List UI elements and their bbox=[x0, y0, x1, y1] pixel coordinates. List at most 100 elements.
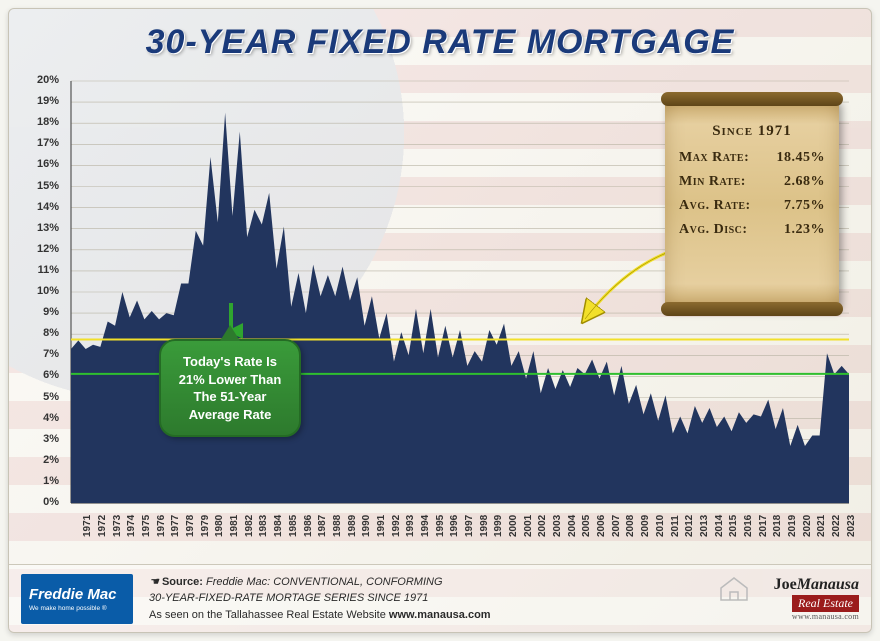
x-tick-label: 2007 bbox=[611, 497, 622, 537]
x-tick-label: 2015 bbox=[728, 497, 739, 537]
stats-row: Max Rate: 18.45% bbox=[675, 150, 829, 166]
source-block: ☚ Source: Freddie Mac: CONVENTIONAL, CON… bbox=[149, 574, 719, 624]
brand-re: Real Estate bbox=[792, 595, 859, 612]
x-tick-label: 2012 bbox=[684, 497, 695, 537]
x-tick-label: 1984 bbox=[273, 497, 284, 537]
y-tick-label: 11% bbox=[25, 264, 59, 276]
stats-value: 1.23% bbox=[784, 222, 825, 238]
x-tick-label: 1990 bbox=[361, 497, 372, 537]
x-tick-label: 1973 bbox=[112, 497, 123, 537]
x-tick-label: 2005 bbox=[581, 497, 592, 537]
x-tick-label: 1982 bbox=[244, 497, 255, 537]
stats-value: 18.45% bbox=[777, 150, 826, 166]
source-line3a: As seen on the Tallahassee Real Estate W… bbox=[149, 609, 389, 621]
source-line1: Freddie Mac: CONVENTIONAL, CONFORMING bbox=[206, 576, 443, 588]
stats-row: Avg. Rate: 7.75% bbox=[675, 198, 829, 214]
x-tick-label: 2008 bbox=[625, 497, 636, 537]
source-line2: 30-YEAR-FIXED-RATE MORTAGE SERIES SINCE … bbox=[149, 592, 428, 604]
y-tick-label: 16% bbox=[25, 158, 59, 170]
x-tick-label: 2001 bbox=[523, 497, 534, 537]
x-tick-label: 2022 bbox=[831, 497, 842, 537]
y-tick-label: 4% bbox=[25, 412, 59, 424]
x-tick-label: 2014 bbox=[714, 497, 725, 537]
freddie-mac-logo: Freddie Mac We make home possible ® bbox=[21, 574, 133, 624]
x-tick-label: 1979 bbox=[200, 497, 211, 537]
stats-header: Since 1971 bbox=[675, 123, 829, 140]
x-tick-label: 1997 bbox=[464, 497, 475, 537]
y-tick-label: 9% bbox=[25, 306, 59, 318]
y-tick-label: 17% bbox=[25, 137, 59, 149]
callout-line4: Average Rate bbox=[189, 407, 272, 422]
callout-line1: Today's Rate Is bbox=[183, 354, 277, 369]
x-tick-label: 2000 bbox=[508, 497, 519, 537]
brand-last: Manausa bbox=[797, 576, 859, 593]
stats-row: Min Rate: 2.68% bbox=[675, 174, 829, 190]
x-tick-label: 1985 bbox=[288, 497, 299, 537]
x-tick-label: 2021 bbox=[816, 497, 827, 537]
x-tick-label: 2023 bbox=[846, 497, 857, 537]
x-tick-label: 1971 bbox=[82, 497, 93, 537]
x-tick-label: 2009 bbox=[640, 497, 651, 537]
chart-title: 30-YEAR FIXED RATE MORTGAGE bbox=[9, 23, 871, 62]
y-tick-label: 12% bbox=[25, 243, 59, 255]
rate-callout: Today's Rate Is 21% Lower Than The 51-Ye… bbox=[159, 339, 301, 437]
y-tick-label: 13% bbox=[25, 222, 59, 234]
callout-line2: 21% Lower Than bbox=[179, 372, 282, 387]
x-tick-label: 1975 bbox=[141, 497, 152, 537]
x-tick-label: 2004 bbox=[567, 497, 578, 537]
x-tick-label: 2006 bbox=[596, 497, 607, 537]
x-tick-label: 2002 bbox=[537, 497, 548, 537]
x-tick-label: 1999 bbox=[493, 497, 504, 537]
x-tick-label: 1980 bbox=[214, 497, 225, 537]
y-tick-label: 0% bbox=[25, 496, 59, 508]
source-label: Source: bbox=[162, 576, 203, 588]
x-tick-label: 2018 bbox=[772, 497, 783, 537]
x-tick-label: 1989 bbox=[347, 497, 358, 537]
freddie-name: Freddie Mac bbox=[29, 586, 125, 603]
x-tick-label: 1978 bbox=[185, 497, 196, 537]
x-tick-label: 1977 bbox=[170, 497, 181, 537]
callout-line3: The 51-Year bbox=[194, 389, 267, 404]
x-tick-label: 1987 bbox=[317, 497, 328, 537]
stats-value: 2.68% bbox=[784, 174, 825, 190]
x-tick-label: 2016 bbox=[743, 497, 754, 537]
x-tick-label: 1993 bbox=[405, 497, 416, 537]
y-tick-label: 3% bbox=[25, 433, 59, 445]
house-icon bbox=[717, 574, 751, 602]
x-tick-label: 2003 bbox=[552, 497, 563, 537]
stats-row: Avg. Disc:1.23% bbox=[675, 222, 829, 238]
x-tick-label: 1976 bbox=[156, 497, 167, 537]
x-tick-label: 1996 bbox=[449, 497, 460, 537]
stats-label: Max Rate: bbox=[679, 150, 749, 166]
x-tick-label: 1972 bbox=[97, 497, 108, 537]
y-tick-label: 2% bbox=[25, 454, 59, 466]
x-tick-label: 2017 bbox=[758, 497, 769, 537]
x-tick-label: 1974 bbox=[126, 497, 137, 537]
x-tick-label: 2011 bbox=[670, 497, 681, 537]
y-tick-label: 5% bbox=[25, 391, 59, 403]
x-tick-label: 1998 bbox=[479, 497, 490, 537]
x-tick-label: 2020 bbox=[802, 497, 813, 537]
x-tick-label: 1988 bbox=[332, 497, 343, 537]
brand-url: www.manausa.com bbox=[719, 612, 859, 621]
x-tick-label: 1986 bbox=[303, 497, 314, 537]
y-tick-label: 10% bbox=[25, 285, 59, 297]
x-tick-label: 1981 bbox=[229, 497, 240, 537]
y-tick-label: 19% bbox=[25, 95, 59, 107]
y-tick-label: 8% bbox=[25, 327, 59, 339]
chart-card: 30-YEAR FIXED RATE MORTGAGE 0%1%2%3%4%5%… bbox=[8, 8, 872, 633]
stats-label: Min Rate: bbox=[679, 174, 746, 190]
x-tick-label: 1994 bbox=[420, 497, 431, 537]
x-tick-label: 2013 bbox=[699, 497, 710, 537]
x-tick-label: 1992 bbox=[391, 497, 402, 537]
brand-first: Joe bbox=[774, 576, 797, 593]
stats-value: 7.75% bbox=[784, 198, 825, 214]
footer-bar: Freddie Mac We make home possible ® ☚ So… bbox=[9, 564, 871, 632]
stats-label: Avg. Rate: bbox=[679, 198, 751, 214]
freddie-tagline: We make home possible ® bbox=[29, 605, 125, 612]
x-tick-label: 2010 bbox=[655, 497, 666, 537]
x-tick-label: 1991 bbox=[376, 497, 387, 537]
y-tick-label: 7% bbox=[25, 348, 59, 360]
x-tick-label: 2019 bbox=[787, 497, 798, 537]
x-tick-label: 1995 bbox=[435, 497, 446, 537]
